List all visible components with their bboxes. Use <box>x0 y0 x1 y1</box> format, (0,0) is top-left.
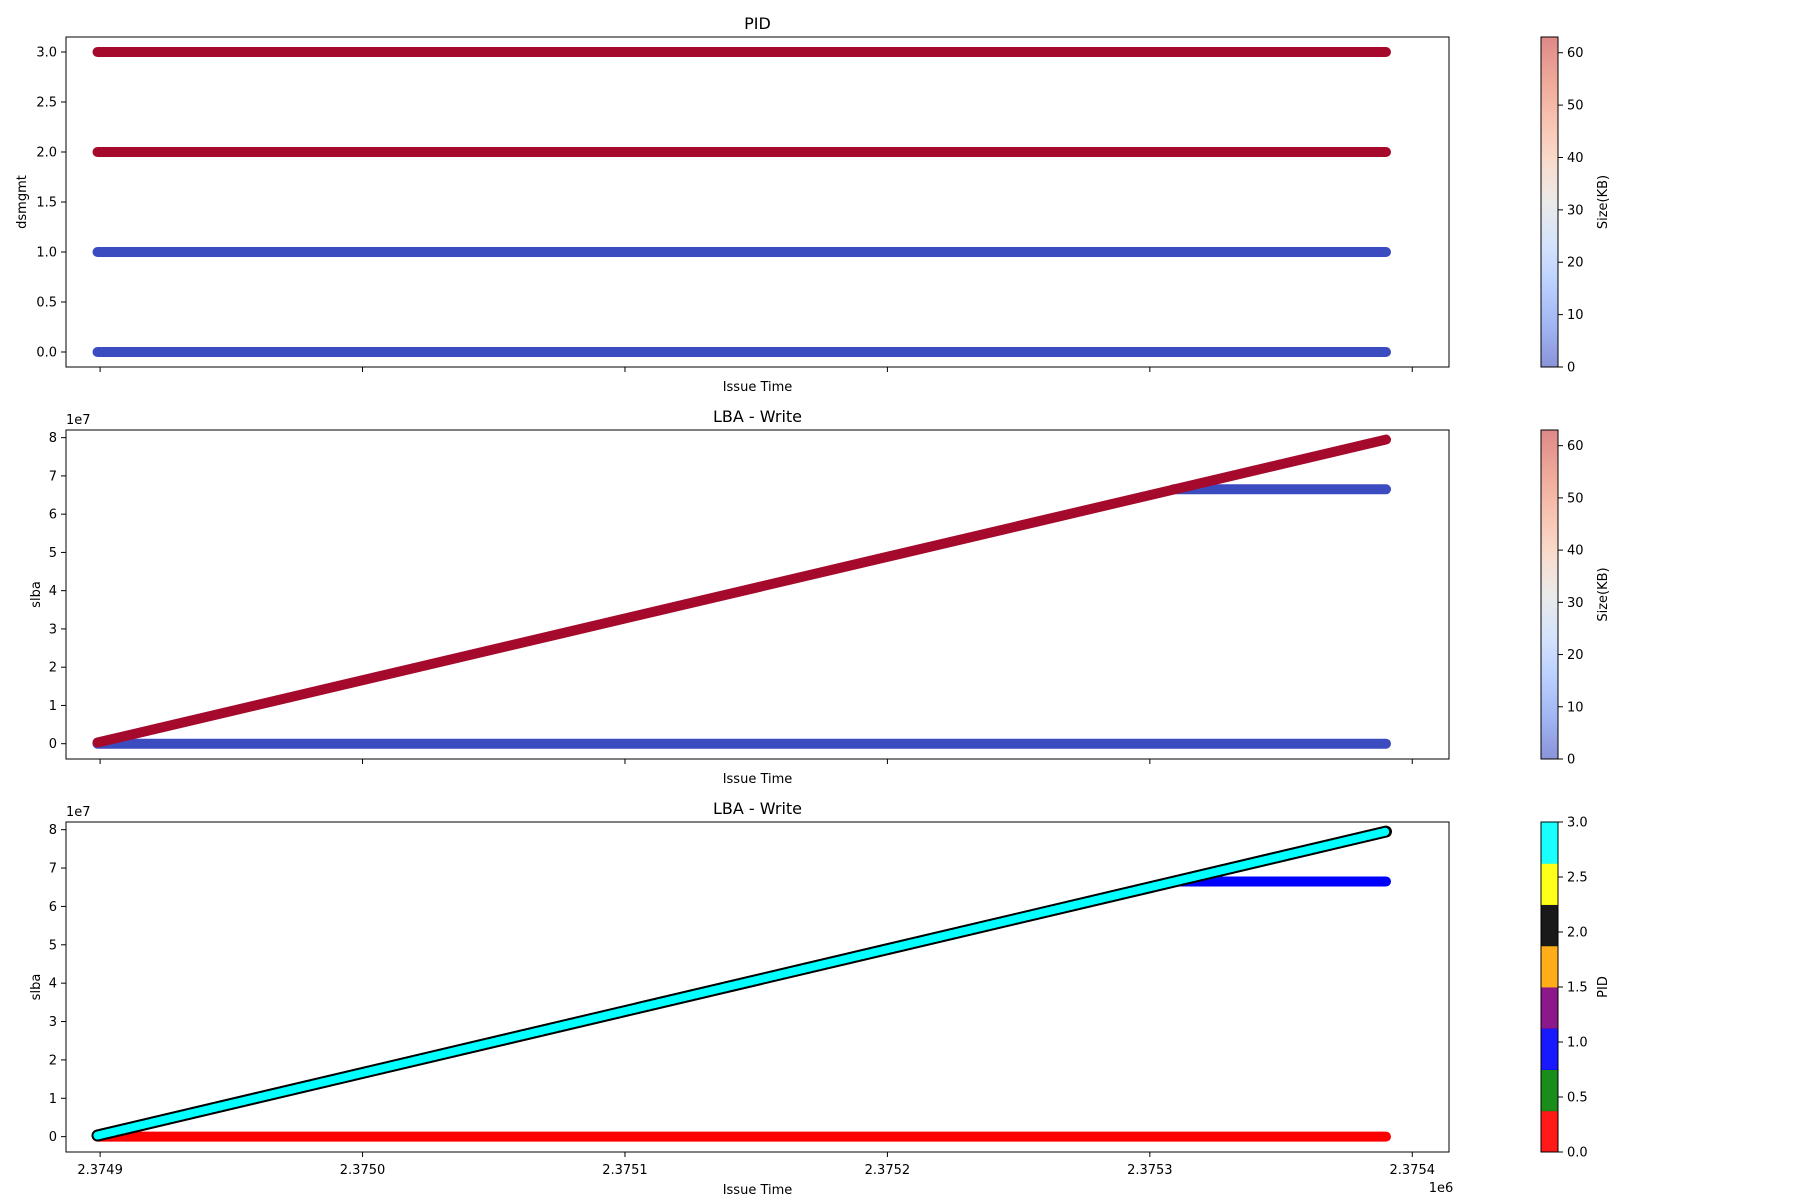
axes-frame <box>65 429 1450 760</box>
y-tick-label: 3 <box>49 1015 57 1030</box>
colorbar: 0.0 0.5 1.0 1.5 2.0 2.5 3.0 PID <box>1540 816 1611 1161</box>
subplot-1: 0.0 0.5 1.0 1.5 2.0 2.5 3.0 PID Issue Time dsmgmt… <box>15 14 1611 395</box>
y-axis-label: slba <box>29 974 44 1001</box>
colorbar-tick-label: 20 <box>1567 256 1584 271</box>
colorbar-tick-label: 0 <box>1567 753 1575 768</box>
colorbar-segment <box>1541 945 1558 988</box>
colorbar: 0 10 20 30 40 50 60 Size(KB) <box>1540 429 1611 768</box>
colorbar-tick-label: 60 <box>1567 46 1584 61</box>
colorbar-segment <box>1541 987 1558 1029</box>
colorbar-tick-label: 50 <box>1567 491 1584 506</box>
colorbar-tick-label: 3.0 <box>1567 816 1588 831</box>
x-tick-label: 2.3754 <box>1390 1163 1436 1178</box>
y-tick-label: 5 <box>49 546 57 561</box>
chart-title: PID <box>744 14 771 33</box>
y-tick-label: 4 <box>49 584 57 599</box>
x-offset-label: 1e6 <box>1429 1181 1454 1196</box>
y-tick-label: 0 <box>49 737 57 752</box>
y-tick-label: 6 <box>49 508 57 523</box>
y-tick-label: 1 <box>49 1092 57 1107</box>
x-tick-label: 2.3749 <box>77 1163 123 1178</box>
chart-title: LBA - Write <box>713 407 802 426</box>
y-tick-label: 7 <box>49 469 57 484</box>
colorbar-gradient <box>1541 430 1558 759</box>
subplot-2: 0 1 2 3 4 5 6 7 8 1e7 LBA - Write Issue Time slba 0 10… <box>29 407 1611 787</box>
colorbar-tick-label: 60 <box>1567 439 1584 454</box>
y-tick-label: 6 <box>49 900 57 915</box>
x-axis-label: Issue Time <box>723 380 793 395</box>
colorbar-tick-label: 30 <box>1567 596 1584 611</box>
series-3 <box>93 827 1391 1140</box>
colorbar-gradient <box>1541 37 1558 367</box>
colorbar-tick-label: 10 <box>1567 308 1584 323</box>
colorbar-tick-label: 0 <box>1567 361 1575 376</box>
x-axis-label: Issue Time <box>723 1183 793 1198</box>
colorbar-tick-label: 40 <box>1567 544 1584 559</box>
y-axis-label: slba <box>29 581 44 608</box>
y-tick-label: 0.0 <box>36 346 57 361</box>
colorbar-segment <box>1541 1028 1558 1070</box>
subplot-3: 0 1 2 3 4 5 6 7 8 2.3749 2.3750 2.3751 2.3752 2.3753 2… <box>29 799 1611 1198</box>
chart-title: LBA - Write <box>713 799 802 818</box>
colorbar-tick-label: 50 <box>1567 99 1584 114</box>
y-tick-label: 2 <box>49 1053 57 1068</box>
colorbar-frame <box>1540 429 1559 760</box>
series-3 <box>92 434 1392 748</box>
y-tick-label: 5 <box>49 938 57 953</box>
colorbar-tick-label: 2.0 <box>1567 926 1588 941</box>
colorbar-segment <box>1541 904 1558 947</box>
y-offset-label: 1e7 <box>66 805 91 820</box>
colorbar-tick-label: 0.0 <box>1567 1146 1588 1161</box>
colorbar-tick-label: 1.0 <box>1567 1036 1588 1051</box>
colorbar-label: PID <box>1596 976 1611 998</box>
colorbar: 0 10 20 30 40 50 60 Size(KB) <box>1540 36 1611 376</box>
y-tick-label: 3.0 <box>36 46 57 61</box>
colorbar-tick-label: 10 <box>1567 700 1584 715</box>
y-tick-label: 0.5 <box>36 296 57 311</box>
x-axis-label: Issue Time <box>723 772 793 787</box>
y-tick-label: 2.0 <box>36 146 57 161</box>
colorbar-tick-label: 40 <box>1567 151 1584 166</box>
y-tick-label: 0 <box>49 1130 57 1145</box>
y-axis-label: dsmgmt <box>15 175 30 229</box>
colorbar-label: Size(KB) <box>1596 175 1611 229</box>
x-tick-label: 2.3751 <box>602 1163 648 1178</box>
y-tick-label: 1 <box>49 699 57 714</box>
colorbar-label: Size(KB) <box>1596 567 1611 621</box>
colorbar-tick-label: 20 <box>1567 648 1584 663</box>
y-tick-label: 7 <box>49 862 57 877</box>
colorbar-tick-label: 0.5 <box>1567 1091 1588 1106</box>
x-tick-label: 2.3753 <box>1127 1163 1173 1178</box>
x-tick-label: 2.3752 <box>865 1163 911 1178</box>
colorbar-tick-label: 1.5 <box>1567 981 1588 996</box>
colorbar-tick-label: 30 <box>1567 203 1584 218</box>
y-tick-label: 8 <box>49 823 57 838</box>
colorbar-frame <box>1540 36 1559 368</box>
colorbar-segment <box>1541 1110 1558 1153</box>
colorbar-tick-label: 2.5 <box>1567 871 1588 886</box>
y-offset-label: 1e7 <box>66 413 91 428</box>
axes-frame <box>65 36 1450 368</box>
colorbar-segment <box>1541 822 1558 864</box>
y-tick-label: 1.0 <box>36 246 57 261</box>
y-tick-label: 1.5 <box>36 196 57 211</box>
y-tick-label: 4 <box>49 977 57 992</box>
y-tick-label: 8 <box>49 431 57 446</box>
colorbar-segment <box>1541 863 1558 905</box>
axes-frame <box>65 821 1450 1153</box>
x-tick-label: 2.3750 <box>340 1163 386 1178</box>
y-tick-label: 2.5 <box>36 96 57 111</box>
colorbar-segment <box>1541 1069 1558 1112</box>
y-tick-label: 2 <box>49 661 57 676</box>
y-tick-label: 3 <box>49 622 57 637</box>
